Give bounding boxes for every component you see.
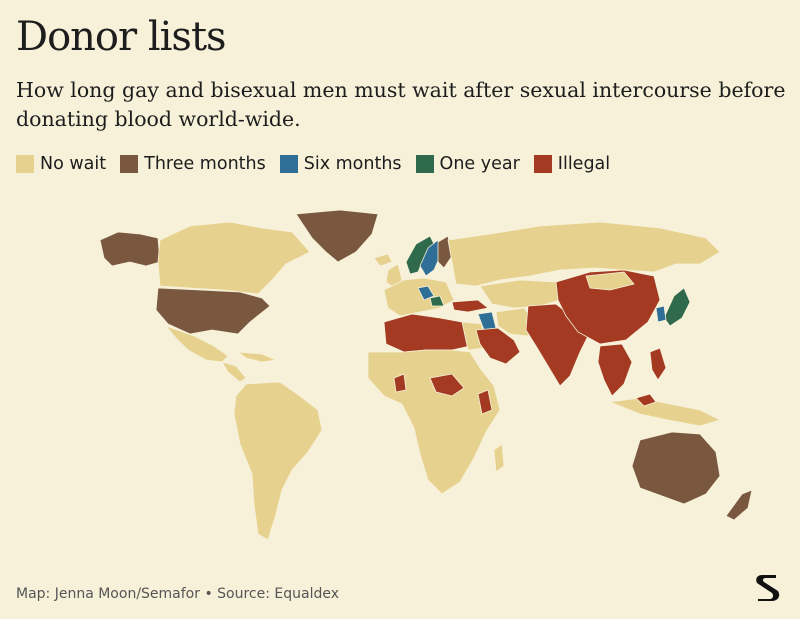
region-indonesia [608, 397, 722, 427]
region-turkey [451, 299, 489, 313]
page-title: Donor lists [16, 14, 227, 60]
region-arabia [475, 327, 521, 365]
legend-label-six-months: Six months [303, 154, 402, 174]
world-map [99, 209, 753, 541]
region-north-africa [383, 313, 471, 353]
region-europe-one-year [429, 295, 445, 307]
legend-item-illegal: Illegal [533, 154, 611, 174]
legend-label-no-wait: No wait [40, 154, 107, 174]
region-europe-six-months [417, 285, 435, 301]
legend-label-illegal: Illegal [557, 154, 611, 174]
region-korea [655, 305, 667, 323]
legend-item-no-wait: No wait [16, 154, 106, 174]
legend-label-three-months: Three months [144, 154, 266, 174]
legend: No wait Three months Six months One year… [16, 154, 610, 174]
region-central-asia [479, 279, 567, 309]
legend-item-six-months: Six months [279, 154, 402, 174]
region-usa [155, 287, 271, 335]
region-central-america [221, 361, 247, 383]
region-mongolia [585, 271, 635, 291]
legend-swatch-three-months [120, 155, 139, 173]
region-philippines [649, 347, 667, 381]
region-greenland [295, 209, 379, 263]
region-central-africa-illegal [429, 373, 465, 397]
map-credit: Map: Jenna Moon/Semafor • Source: Equald… [16, 586, 340, 602]
region-russia [447, 221, 721, 287]
region-alaska [99, 231, 161, 267]
region-australia [631, 431, 721, 505]
region-south-america [233, 381, 323, 541]
legend-swatch-six-months [279, 155, 298, 173]
region-china [555, 269, 661, 345]
region-new-zealand [725, 489, 753, 521]
region-madagascar [493, 443, 505, 473]
region-japan [663, 287, 691, 327]
region-southeast-asia [597, 343, 633, 397]
region-iran [495, 307, 535, 337]
region-western-europe [383, 277, 455, 317]
legend-swatch-illegal [533, 155, 552, 173]
region-east-africa-illegal [477, 389, 493, 415]
region-africa [367, 349, 501, 495]
region-iceland [373, 253, 393, 267]
legend-label-one-year: One year [439, 154, 520, 174]
page-subtitle: How long gay and bisexual men must wait … [16, 78, 786, 131]
legend-item-three-months: Three months [120, 154, 266, 174]
legend-swatch-one-year [415, 155, 434, 173]
region-caribbean [236, 351, 278, 363]
legend-item-one-year: One year [415, 154, 520, 174]
semafor-logo [752, 571, 784, 605]
region-canada [157, 221, 311, 295]
region-west-africa-illegal [393, 373, 407, 393]
region-indonesia-illegal [635, 393, 657, 407]
legend-swatch-no-wait [16, 155, 34, 173]
